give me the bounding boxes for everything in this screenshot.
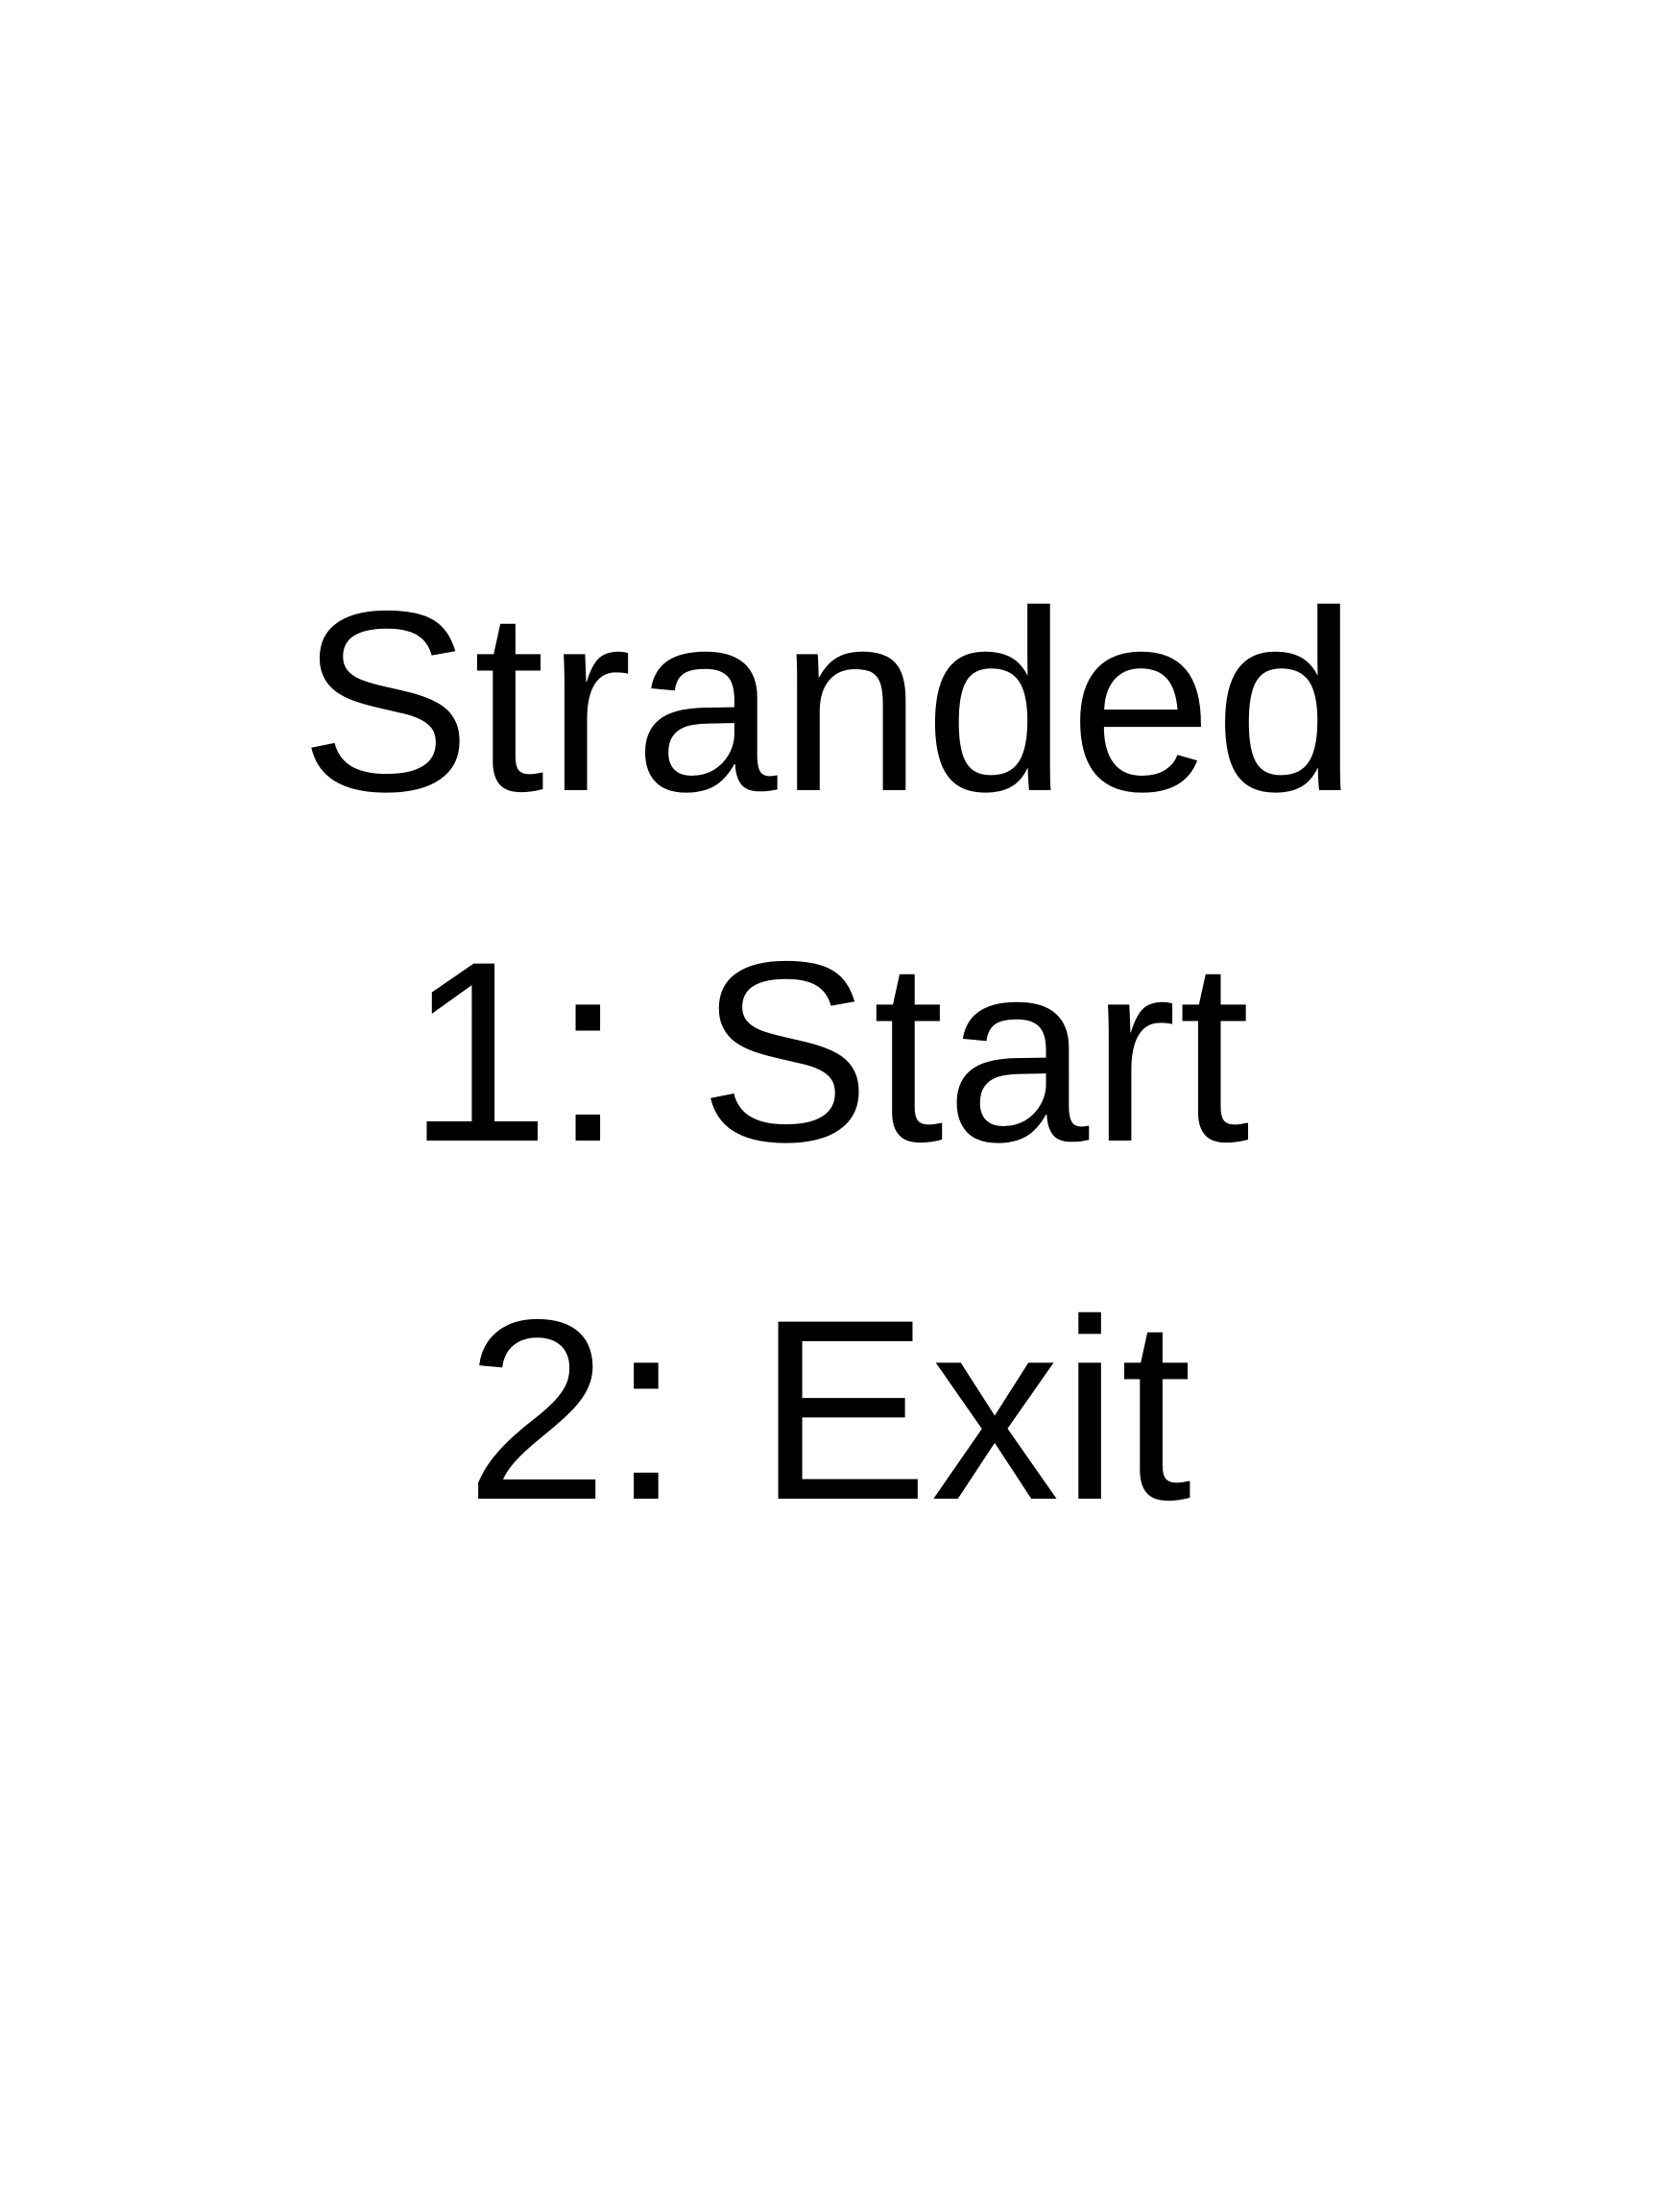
menu-option-start[interactable]: 1: Start [407,907,1252,1195]
menu-option-exit[interactable]: 2: Exit [465,1265,1194,1553]
game-title: Stranded [300,557,1359,845]
